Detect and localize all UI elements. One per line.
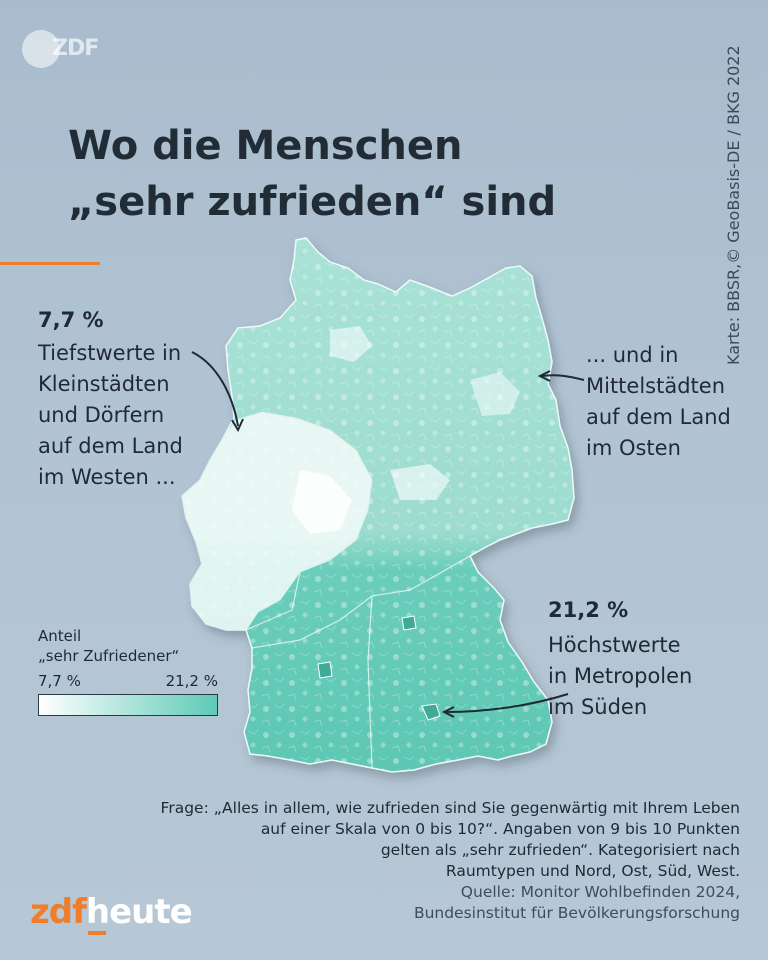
source-line-2: Bundesinstitut für Bevölkerungsforschung bbox=[413, 904, 740, 922]
legend-title: Anteil „sehr Zufriedener“ bbox=[38, 626, 218, 666]
arrow-east bbox=[541, 374, 585, 381]
arrow-west-head bbox=[231, 418, 244, 433]
arrow-south bbox=[445, 693, 569, 713]
title-line-1: Wo die Menschen bbox=[68, 123, 463, 169]
legend: Anteil „sehr Zufriedener“ 7,7 % 21,2 % bbox=[38, 626, 218, 716]
brand-underline bbox=[88, 931, 106, 935]
source-line-1: Quelle: Monitor Wohlbefinden 2024, bbox=[460, 883, 740, 901]
arrow-west bbox=[191, 351, 239, 427]
footnote-line-3: gelten als „sehr zufrieden“. Kategorisie… bbox=[380, 841, 740, 859]
low-line-3: und Dörfern bbox=[38, 403, 165, 427]
legend-labels: 7,7 % 21,2 % bbox=[38, 672, 218, 694]
map-texture bbox=[182, 238, 574, 772]
east-line-3: auf dem Land bbox=[586, 405, 731, 429]
low-line-2: Kleinstädten bbox=[38, 372, 170, 396]
zdf-logo-text: ZDF bbox=[52, 36, 99, 61]
high-line-2: in Metropolen bbox=[548, 664, 693, 688]
low-line-5: im Westen ... bbox=[38, 465, 176, 489]
east-line-4: im Osten bbox=[586, 436, 681, 460]
metropolis-munich bbox=[421, 703, 441, 721]
high-line-3: im Süden bbox=[548, 695, 648, 719]
page-title: Wo die Menschen „sehr zufrieden“ sind bbox=[68, 118, 628, 230]
legend-color-bar bbox=[38, 694, 218, 716]
low-line-4: auf dem Land bbox=[38, 434, 183, 458]
low-annotation: Tiefstwerte in Kleinstädten und Dörfern … bbox=[38, 338, 183, 493]
footnote-line-1: Frage: „Alles in allem, wie zufrieden si… bbox=[160, 799, 740, 817]
region-north-pale bbox=[330, 326, 372, 362]
source: Quelle: Monitor Wohlbefinden 2024, Bunde… bbox=[100, 882, 740, 924]
region-east-pale bbox=[470, 372, 520, 416]
low-value: 7,7 % bbox=[38, 308, 104, 332]
low-line-1: Tiefstwerte in bbox=[38, 341, 182, 365]
high-annotation: Höchstwerte in Metropolen im Süden bbox=[548, 630, 692, 723]
state-borders bbox=[245, 555, 471, 769]
brand-heute: heute bbox=[85, 892, 193, 932]
footnote-line-2: auf einer Skala von 0 bis 10?“. Angaben … bbox=[260, 820, 740, 838]
brand-logo: zdfheute bbox=[30, 892, 193, 932]
legend-title-line-2: „sehr Zufriedener“ bbox=[38, 647, 180, 665]
legend-min-label: 7,7 % bbox=[38, 672, 81, 690]
east-line-1: ... und in bbox=[586, 343, 679, 367]
high-value: 21,2 % bbox=[548, 598, 629, 622]
metropolis-nuremberg bbox=[401, 615, 417, 631]
legend-title-line-1: Anteil bbox=[38, 627, 82, 645]
east-line-2: Mittelstädten bbox=[586, 374, 726, 398]
east-annotation: ... und in Mittelstädten auf dem Land im… bbox=[586, 340, 731, 464]
legend-max-label: 21,2 % bbox=[165, 672, 218, 690]
region-west-pale-2 bbox=[292, 470, 352, 534]
region-central-pale bbox=[390, 464, 450, 500]
brand-zdf: zdf bbox=[30, 892, 87, 932]
zdf-logo-circle bbox=[22, 30, 60, 68]
title-line-2: „sehr zufrieden“ sind bbox=[68, 179, 557, 225]
metropolis-stuttgart bbox=[317, 661, 333, 679]
arrow-south-head bbox=[441, 706, 455, 718]
footnote-line-4: Raumtypen und Nord, Ost, Süd, West. bbox=[445, 862, 740, 880]
accent-rule bbox=[0, 262, 100, 265]
arrow-east-head bbox=[537, 370, 551, 382]
zdf-logo: ZDF bbox=[22, 30, 99, 70]
footnote: Frage: „Alles in allem, wie zufrieden si… bbox=[100, 798, 740, 924]
high-line-1: Höchstwerte bbox=[548, 633, 681, 657]
